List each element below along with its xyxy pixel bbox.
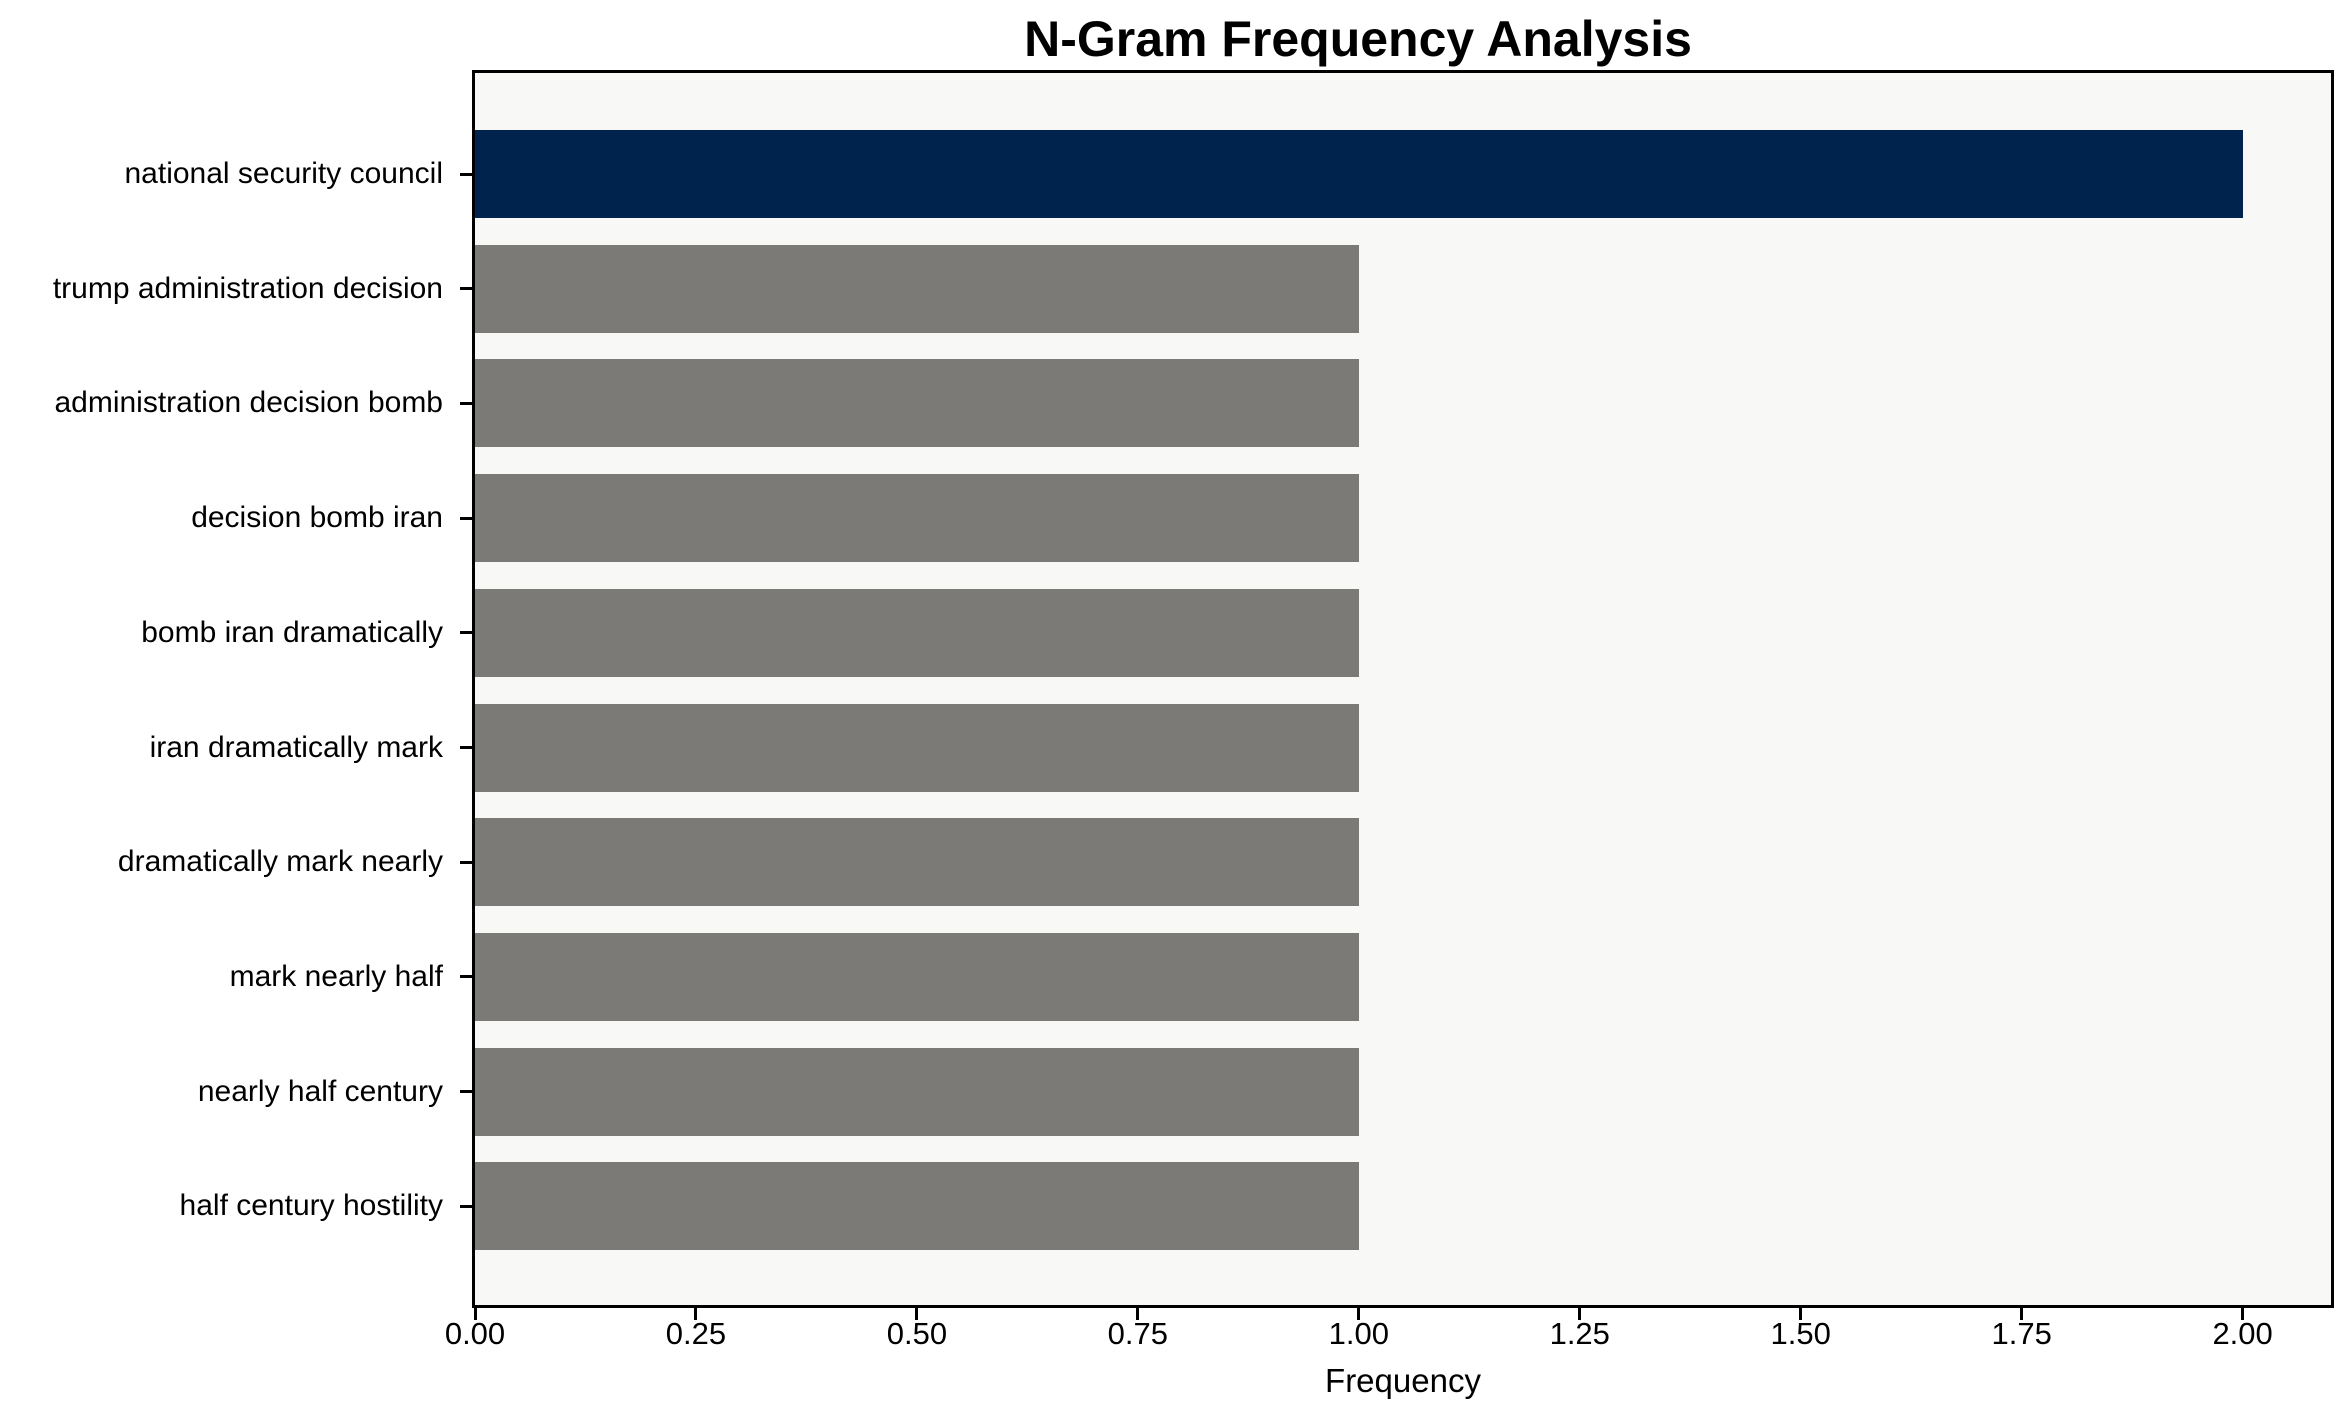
x-tick-label: 1.25 (1549, 1316, 1610, 1351)
x-tick-mark (473, 1308, 477, 1320)
y-tick-mark (460, 1204, 472, 1208)
y-tick-mark (460, 975, 472, 979)
y-tick-mark (460, 172, 472, 176)
y-axis-label: trump administration decision (52, 271, 443, 305)
y-axis-label: nearly half century (197, 1074, 443, 1108)
bar-decision-bomb-iran (475, 474, 1359, 563)
bar-dramatically-mark-nearly (475, 818, 1359, 907)
x-axis-title: Frequency (1325, 1362, 1481, 1399)
bar-administration-decision-bomb (475, 359, 1359, 448)
x-tick-mark (1799, 1308, 1803, 1320)
y-tick-mark (460, 287, 472, 291)
bar-trump-administration-decision (475, 244, 1359, 333)
y-axis-label: administration decision bomb (54, 386, 443, 420)
x-tick-label: 0.00 (444, 1316, 506, 1351)
bar-iran-dramatically-mark (475, 703, 1359, 792)
bar-half-century-hostility (475, 1162, 1359, 1251)
y-axis-label: mark nearly half (229, 959, 443, 993)
x-tick-label: 2.00 (2212, 1316, 2273, 1351)
x-tick-label: 1.75 (1991, 1316, 2052, 1351)
y-axis-label: dramatically mark nearly (117, 845, 443, 879)
plot-area (460, 70, 2334, 1320)
x-tick-mark (1357, 1308, 1361, 1320)
y-axis-labels: national security council trump administr… (0, 73, 472, 1305)
y-axis-label: half century hostility (179, 1189, 443, 1223)
bar-mark-nearly-half (475, 932, 1359, 1021)
x-tick-mark (694, 1308, 698, 1320)
x-tick-label: 0.50 (886, 1316, 948, 1351)
x-tick-mark (915, 1308, 919, 1320)
x-tick-mark (2241, 1308, 2245, 1320)
bar-nearly-half-century (475, 1047, 1359, 1136)
x-tick-mark (1578, 1308, 1582, 1320)
y-tick-mark (460, 401, 472, 405)
x-tick-label: 1.50 (1770, 1316, 1831, 1351)
y-axis-label: national security council (124, 157, 443, 190)
y-axis-label: bomb iran dramatically (141, 615, 443, 649)
bar-bomb-iran-dramatically (475, 588, 1359, 677)
x-tick-mark (2020, 1308, 2024, 1320)
y-axis-label: decision bomb iran (191, 501, 443, 535)
y-tick-mark (460, 1090, 472, 1094)
bar-national-security-council (475, 130, 2243, 218)
y-tick-mark (460, 860, 472, 864)
x-tick-mark (1136, 1308, 1140, 1320)
x-tick-label: 1.00 (1328, 1316, 1389, 1351)
y-tick-mark (460, 516, 472, 520)
x-tick-label: 0.75 (1107, 1316, 1169, 1351)
y-tick-mark (460, 746, 472, 749)
chart-title: N-Gram Frequency Analysis (1024, 11, 1692, 67)
y-tick-mark (460, 631, 472, 635)
x-axis-tick-labels: 0.00 0.25 0.50 0.75 1.00 1.25 1.50 1.75 2.00 (0, 1316, 2352, 1356)
x-tick-label: 0.25 (665, 1316, 727, 1351)
y-axis-label: iran dramatically mark (149, 730, 443, 764)
